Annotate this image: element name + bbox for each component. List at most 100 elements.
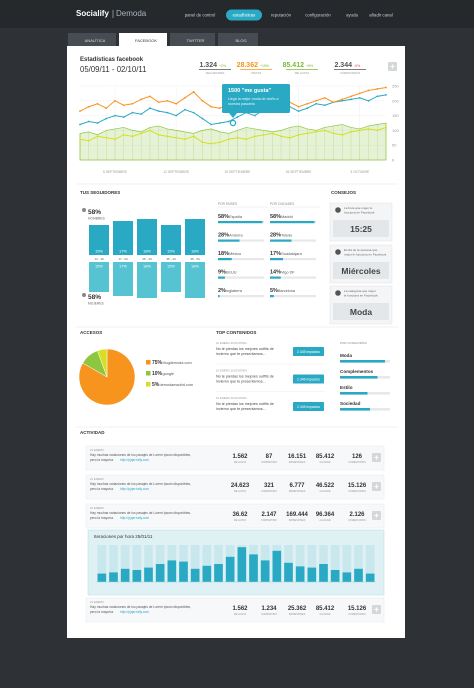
share-track [270, 258, 316, 261]
stat-value: 1.324 [199, 62, 217, 69]
hourly-bar [365, 573, 375, 582]
tip-value-box [333, 262, 389, 279]
activity-stat: 24.623 [231, 483, 250, 489]
hourly-bar-track [295, 545, 305, 582]
share-track [218, 258, 264, 261]
brand: Socialify [76, 9, 109, 18]
point [175, 114, 178, 117]
stat-label: VISITAS [251, 71, 262, 75]
nav-link[interactable]: configuración [305, 13, 331, 18]
nav-link[interactable]: panel de control [185, 13, 216, 18]
nav-link[interactable]: reputación [271, 13, 292, 18]
category-bar [340, 408, 370, 411]
activity-stat-label: COMPARTIDO [261, 519, 277, 522]
activity-date: 21 ENERO [90, 448, 105, 452]
point [227, 120, 230, 123]
section-title: TOP CONTENIDOS [216, 330, 256, 335]
tab-label[interactable]: FACEBOOK [135, 38, 157, 43]
point [149, 129, 151, 132]
hourly-bar [249, 554, 258, 582]
activity-stat: 96.364 [316, 512, 335, 518]
point [210, 142, 213, 145]
activity-link[interactable]: http://pjqer.tally.com [120, 458, 149, 462]
age-label: 35 - 44 [166, 257, 176, 261]
nav-link[interactable]: ayuda [346, 13, 358, 18]
content-text: invierno que te presentamos... [216, 407, 266, 411]
point [218, 141, 221, 144]
tab[interactable] [68, 33, 116, 47]
hourly-bar [155, 564, 165, 582]
tab[interactable] [218, 33, 258, 47]
impacts-label[interactable]: 2.345 impactos [297, 350, 320, 354]
point [140, 98, 143, 101]
stat-change: +15% [260, 64, 269, 68]
share-value: 2% [218, 288, 226, 294]
hourly-bar [237, 547, 247, 582]
hourly-bar-track [319, 545, 328, 582]
tooltip-pointer [229, 113, 237, 118]
activity-link[interactable]: http://pjqer.tally.com [120, 610, 149, 614]
stat-value: 28.362 [237, 62, 259, 69]
point [332, 132, 335, 135]
point [96, 135, 99, 138]
hourly-bar [202, 565, 212, 582]
legend-value: 5% [152, 382, 160, 388]
point [96, 102, 99, 105]
category-name: Moda [340, 353, 352, 358]
impacts-button[interactable] [293, 402, 324, 411]
hourly-bar-track [97, 545, 107, 582]
point [175, 102, 178, 105]
point [218, 122, 221, 124]
tab-label[interactable]: TWITTER [187, 38, 205, 43]
point [280, 135, 282, 138]
section-name: Demoda [116, 9, 147, 18]
activity-date: 21 ENERO [90, 477, 105, 481]
age-bar-label: 18% [191, 264, 199, 269]
hourly-bar-track [365, 545, 375, 582]
share-bar [270, 221, 315, 224]
point [201, 117, 204, 120]
point [192, 135, 195, 138]
point [358, 92, 361, 95]
point [131, 102, 134, 105]
tab[interactable] [119, 33, 167, 47]
nav-link[interactable]: estadísticas [233, 13, 256, 18]
impacts-button[interactable] [293, 347, 324, 356]
gender-name: HOMBRES [88, 217, 105, 221]
activity-stat: 6.777 [289, 483, 305, 489]
age-bar-label: 15% [167, 264, 175, 269]
activity-link[interactable]: http://pjqer.tally.com [120, 516, 149, 520]
age-bar-label: 18% [191, 249, 199, 254]
activity-stat-label: IMPRESIONES [289, 613, 306, 616]
age-bar [185, 219, 205, 255]
point [157, 101, 160, 104]
activity-link[interactable]: http://pjqer.tally.com [120, 487, 149, 491]
share-value: 58% [218, 214, 229, 220]
tab[interactable] [170, 33, 215, 47]
content-text: No te pierdas los mejores outfits de [216, 375, 274, 379]
hourly-bar [144, 567, 153, 582]
hourly-bar-track [342, 545, 352, 582]
impacts-label[interactable]: 2.345 impactos [297, 377, 320, 381]
impacts-button[interactable] [293, 374, 324, 384]
point [227, 138, 230, 141]
age-bar-label: 17% [119, 264, 127, 269]
tab-label[interactable]: ANALÍTICA [85, 38, 106, 43]
tip-value: Moda [350, 307, 372, 317]
point [236, 116, 239, 118]
share-value: 18% [218, 251, 229, 257]
hourly-bar [272, 550, 282, 582]
y-tick-label: 250 [392, 84, 399, 89]
share-value: 58% [270, 214, 281, 220]
point [210, 105, 213, 108]
nav-active-pill [226, 9, 262, 21]
tab-label[interactable]: BLOG [235, 38, 246, 43]
nav-link[interactable]: añadir canal [369, 13, 392, 18]
column-title: POR CIUDADES [270, 202, 294, 206]
impacts-label[interactable]: 2.345 impactos [297, 405, 320, 409]
hourly-bar [97, 573, 107, 582]
share-name: Inglaterra [226, 289, 243, 293]
point [105, 117, 108, 120]
share-value: 5% [270, 288, 278, 294]
